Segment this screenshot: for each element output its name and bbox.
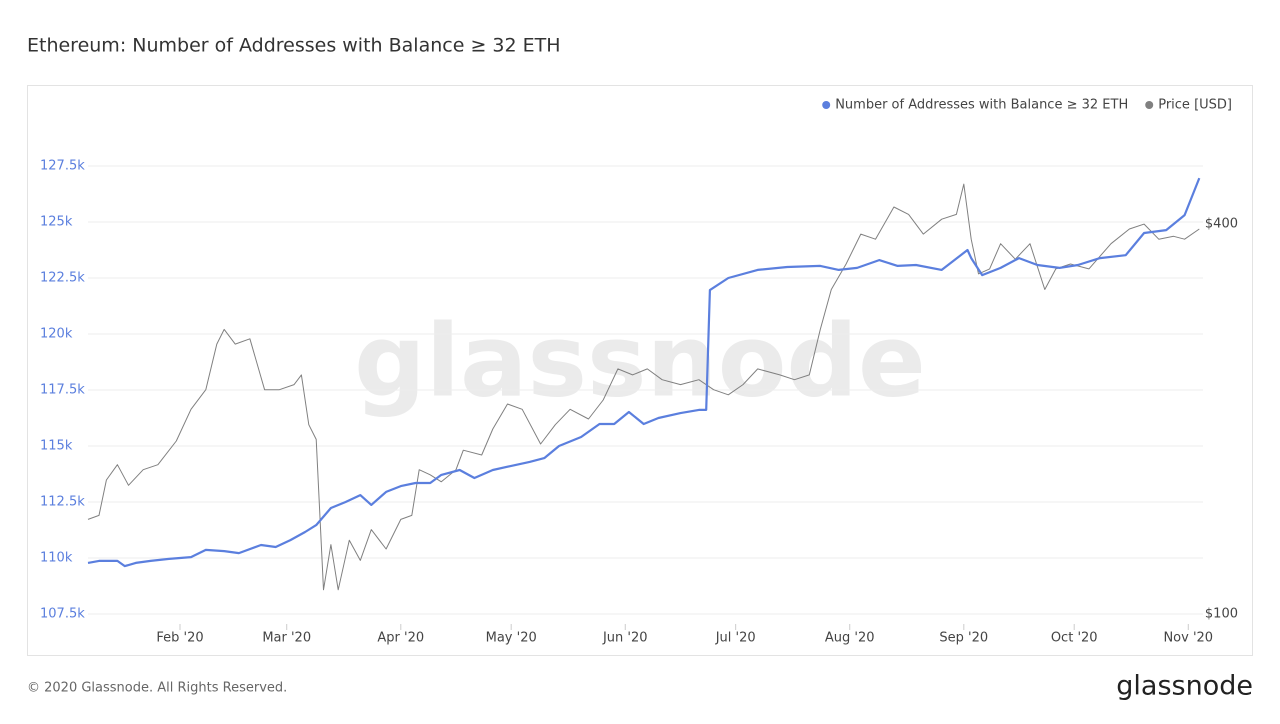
x-tick-label: Mar '20 <box>262 631 311 646</box>
x-tick-label: Sep '20 <box>939 631 988 646</box>
x-tick-label: May '20 <box>486 631 537 646</box>
x-tick-label: Aug '20 <box>825 631 875 646</box>
y-tick-label: 110k <box>40 551 73 566</box>
legend-marker <box>1145 101 1154 109</box>
legend-label: Price [USD] <box>1158 98 1232 113</box>
x-tick-label: Nov '20 <box>1163 631 1213 646</box>
x-tick-label: Jul '20 <box>715 631 756 646</box>
y-tick-label: 125k <box>40 215 73 230</box>
y2-tick-label: $400 <box>1205 217 1238 232</box>
watermark: glassnode <box>354 302 926 419</box>
y-tick-label: 122.5k <box>40 271 85 286</box>
x-tick-label: Feb '20 <box>156 631 203 646</box>
y-tick-label: 117.5k <box>40 383 85 398</box>
y-tick-label: 120k <box>40 327 73 342</box>
y-tick-label: 112.5k <box>40 495 85 510</box>
y-tick-label: 127.5k <box>40 159 85 174</box>
legend-marker <box>822 101 831 109</box>
y-tick-label: 115k <box>40 439 73 454</box>
chart-title: Ethereum: Number of Addresses with Balan… <box>27 35 561 57</box>
x-tick-label: Oct '20 <box>1051 631 1098 646</box>
legend-label: Number of Addresses with Balance ≥ 32 ET… <box>835 98 1128 113</box>
copyright: © 2020 Glassnode. All Rights Reserved. <box>27 681 287 696</box>
y2-tick-label: $100 <box>1205 607 1238 622</box>
x-tick-label: Jun '20 <box>602 631 648 646</box>
plot-frame <box>27 85 1253 656</box>
series-line <box>87 177 1201 568</box>
y-tick-label: 107.5k <box>40 607 85 622</box>
series-line <box>87 183 1200 591</box>
x-tick-label: Apr '20 <box>377 631 424 646</box>
logo: glassnode <box>1116 671 1253 702</box>
